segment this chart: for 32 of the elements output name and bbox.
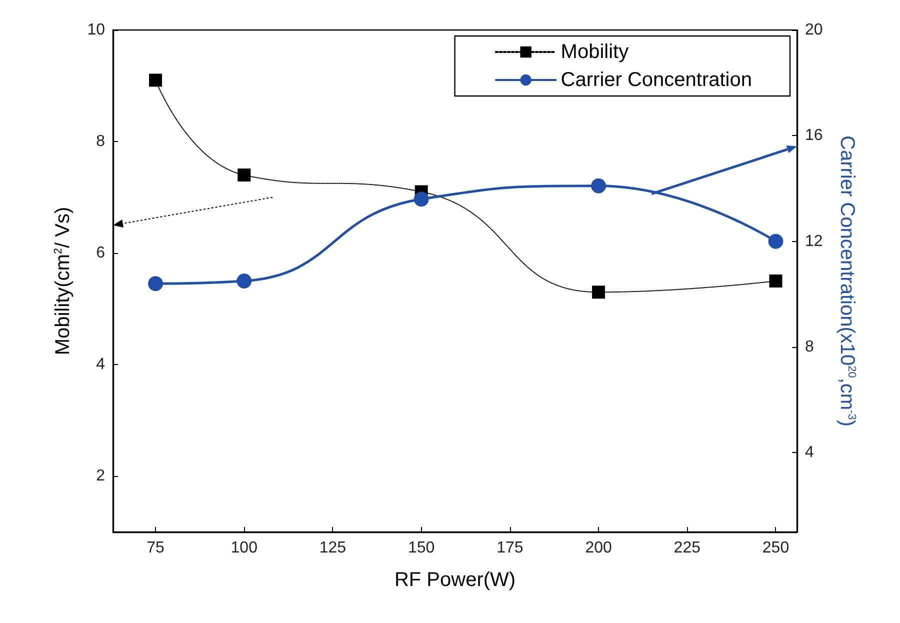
legend-label: Carrier Concentration bbox=[560, 69, 752, 91]
y-tick-label: 6 bbox=[96, 244, 106, 262]
x-tick-label: 75 bbox=[146, 540, 165, 556]
point bbox=[149, 74, 162, 87]
y2-tick-label: 4 bbox=[805, 444, 814, 462]
y-axis-title: Mobility(cm2/ Vs) bbox=[52, 206, 74, 356]
x-tick-label: 250 bbox=[762, 540, 790, 556]
point bbox=[768, 234, 784, 249]
y2-axis-title: Carrier Concentration(x1020,cm-3) bbox=[836, 136, 858, 426]
point bbox=[769, 274, 782, 288]
point bbox=[148, 276, 164, 292]
legend-label: Mobility bbox=[560, 41, 629, 63]
x-tick-label: 150 bbox=[408, 540, 435, 556]
y-tick-label: 4 bbox=[96, 356, 106, 374]
y2-tick-label: 8 bbox=[805, 338, 814, 356]
x-tick-label: 175 bbox=[496, 540, 524, 556]
y2-tick-label: 16 bbox=[805, 127, 823, 144]
point bbox=[238, 168, 251, 182]
x-tick-label: 200 bbox=[585, 540, 612, 556]
point bbox=[591, 178, 606, 194]
y-tick-label: 10 bbox=[87, 22, 106, 38]
x-tick-label: 225 bbox=[674, 540, 701, 556]
point bbox=[592, 286, 606, 299]
x-axis-title: RF Power(W) bbox=[394, 569, 516, 591]
point bbox=[236, 274, 252, 288]
y-tick-label: 8 bbox=[96, 133, 106, 150]
x-tick-label: 100 bbox=[230, 540, 258, 556]
y2-tick-label: 20 bbox=[805, 22, 823, 38]
x-tick-label: 125 bbox=[319, 540, 346, 556]
y2-tick-label: 12 bbox=[805, 232, 823, 250]
y-tick-label: 2 bbox=[96, 468, 106, 485]
point bbox=[414, 192, 429, 207]
